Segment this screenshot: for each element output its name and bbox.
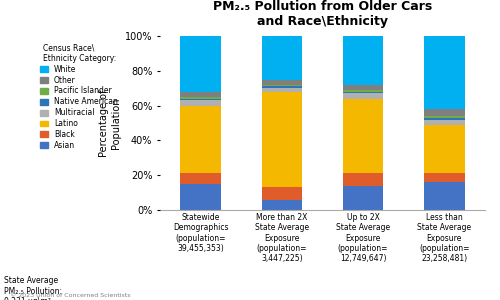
Legend: White, Other, Pacific Islander, Native American, Multiracial, Latino, Black, Asi: White, Other, Pacific Islander, Native A… xyxy=(40,43,118,150)
Bar xyxy=(262,36,302,80)
Text: State Average
PM₂.₅ Pollution:
0.231 μg\m²: State Average PM₂.₅ Pollution: 0.231 μg\… xyxy=(4,276,62,300)
Bar xyxy=(180,173,221,184)
Bar xyxy=(180,106,221,173)
Bar xyxy=(343,173,384,186)
Bar xyxy=(180,92,221,97)
Bar xyxy=(180,99,221,100)
Bar xyxy=(424,182,465,210)
Bar xyxy=(343,93,384,99)
Bar xyxy=(262,92,302,188)
Bar xyxy=(424,36,465,109)
Bar xyxy=(424,173,465,182)
Bar xyxy=(424,119,465,125)
Bar xyxy=(343,186,384,210)
Y-axis label: Percentage of
Population: Percentage of Population xyxy=(99,89,120,157)
Bar xyxy=(180,100,221,106)
Bar xyxy=(424,116,465,118)
Bar xyxy=(180,97,221,99)
Bar xyxy=(180,36,221,92)
Bar xyxy=(343,99,384,173)
Bar xyxy=(343,36,384,85)
Bar xyxy=(262,80,302,85)
Bar xyxy=(424,125,465,173)
Bar xyxy=(262,88,302,92)
Bar xyxy=(343,92,384,93)
Bar xyxy=(262,200,302,210)
Bar xyxy=(180,184,221,210)
Bar xyxy=(262,85,302,86)
Bar xyxy=(424,118,465,119)
Bar xyxy=(343,85,384,90)
Text: © 2023 Union of Concerned Scientists: © 2023 Union of Concerned Scientists xyxy=(10,293,130,298)
Bar xyxy=(343,90,384,92)
Title: PM₂.₅ Pollution from Older Cars
and Race\Ethnicity: PM₂.₅ Pollution from Older Cars and Race… xyxy=(213,0,432,28)
Bar xyxy=(262,86,302,88)
Bar xyxy=(424,109,465,116)
Bar xyxy=(262,188,302,200)
